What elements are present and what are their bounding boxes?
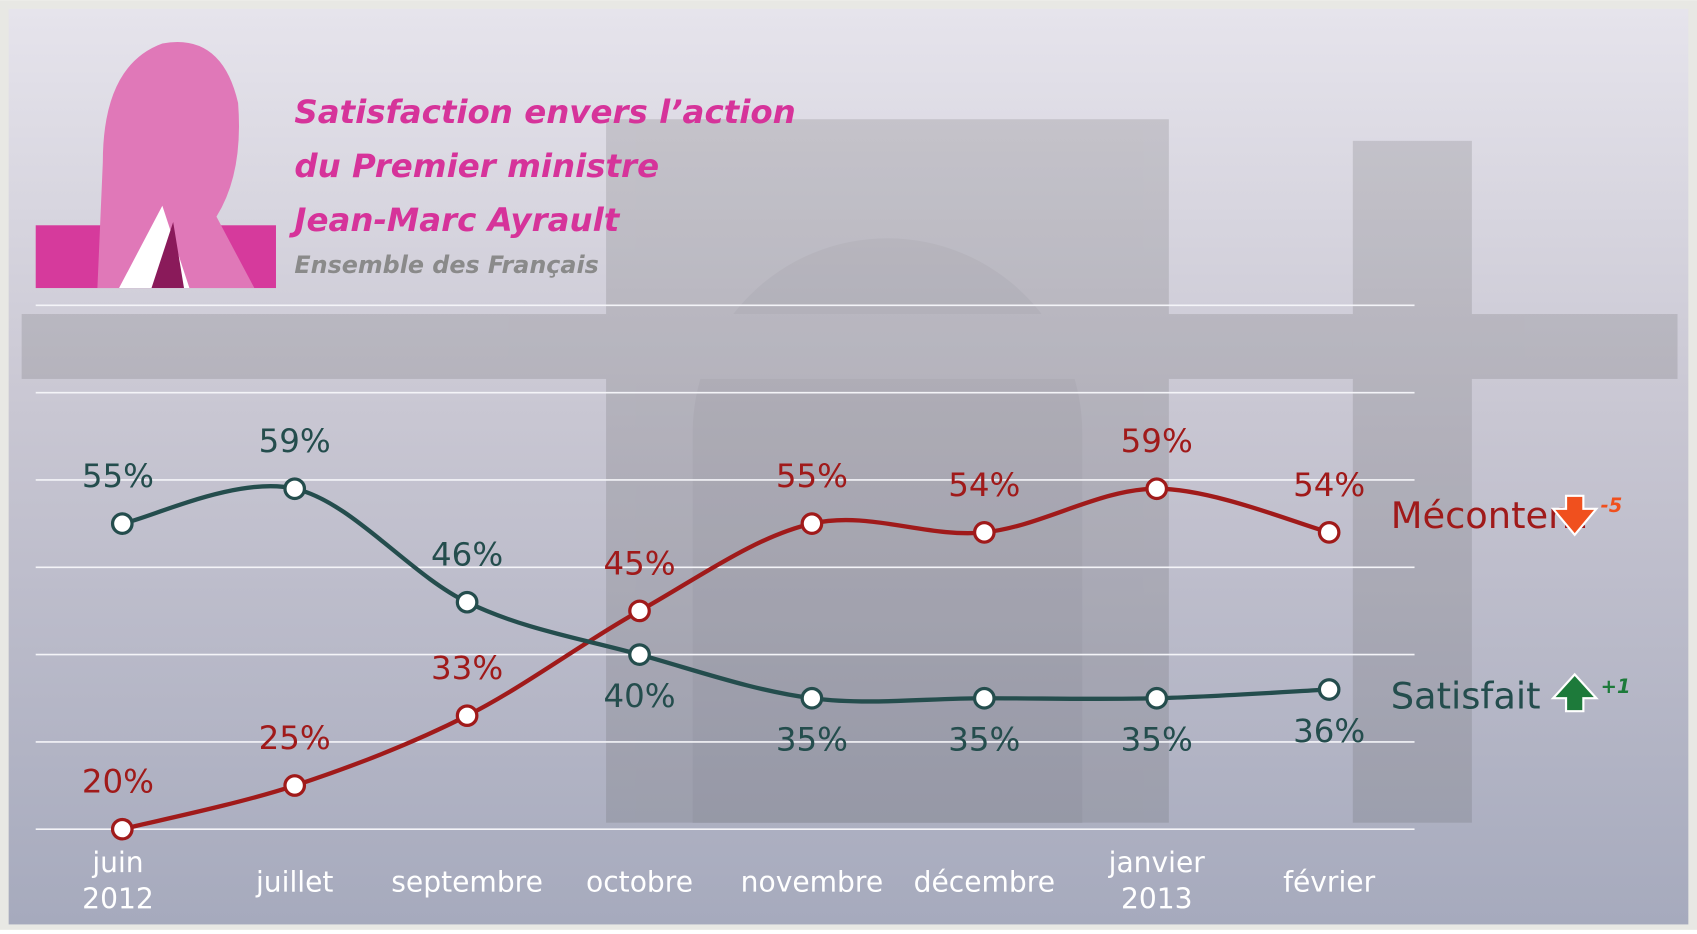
marker: [630, 645, 649, 664]
data-label: 59%: [1121, 422, 1193, 460]
data-label: 33%: [431, 649, 503, 687]
data-label: 46%: [431, 536, 503, 574]
change-label: -5: [1601, 494, 1623, 517]
x-tick-label: novembre: [741, 865, 883, 898]
marker: [457, 592, 476, 611]
marker: [457, 706, 476, 725]
marker: [285, 776, 304, 795]
marker: [1319, 523, 1338, 542]
data-label: 36%: [1293, 712, 1365, 750]
marker: [802, 688, 821, 707]
data-label: 45%: [603, 544, 675, 582]
data-label: 40%: [603, 677, 675, 715]
change-label: +1: [1601, 675, 1631, 698]
marker: [1319, 680, 1338, 699]
x-tick-label: juillet: [255, 865, 333, 898]
legend-label: Satisfait: [1391, 675, 1541, 718]
data-label: 55%: [776, 457, 848, 495]
chart-subtitle: Ensemble des Français: [294, 251, 598, 279]
data-label: 54%: [1293, 466, 1365, 504]
chart-title: du Premier ministre: [294, 147, 659, 185]
x-tick-label: février: [1283, 865, 1376, 898]
data-label: 20%: [82, 763, 154, 801]
page: Satisfaction envers l’action du Premier …: [0, 0, 1697, 930]
x-tick-label: octobre: [586, 865, 693, 898]
data-label: 35%: [948, 721, 1020, 759]
chart: Satisfaction envers l’action du Premier …: [0, 0, 1697, 930]
marker: [1147, 688, 1166, 707]
x-tick-label: juin: [91, 846, 143, 879]
chart-title: Satisfaction envers l’action: [294, 93, 795, 131]
x-tick-label: décembre: [914, 865, 1055, 898]
data-label: 35%: [776, 721, 848, 759]
data-label: 25%: [259, 719, 331, 757]
data-label: 35%: [1121, 721, 1193, 759]
x-tick-label: janvier: [1108, 846, 1206, 879]
x-tick-label: septembre: [391, 865, 543, 898]
data-label: 55%: [82, 457, 154, 495]
marker: [975, 688, 994, 707]
marker: [802, 514, 821, 533]
x-tick-label: 2013: [1121, 883, 1193, 916]
marker: [113, 514, 132, 533]
marker: [285, 479, 304, 498]
chart-title: Jean-Marc Ayrault: [288, 201, 620, 239]
marker: [113, 819, 132, 838]
data-label: 54%: [948, 466, 1020, 504]
x-tick-label: 2012: [82, 883, 154, 916]
marker: [630, 601, 649, 620]
marker: [1147, 479, 1166, 498]
data-label: 59%: [259, 422, 331, 460]
legend-label: Mécontent: [1391, 494, 1586, 537]
marker: [975, 523, 994, 542]
